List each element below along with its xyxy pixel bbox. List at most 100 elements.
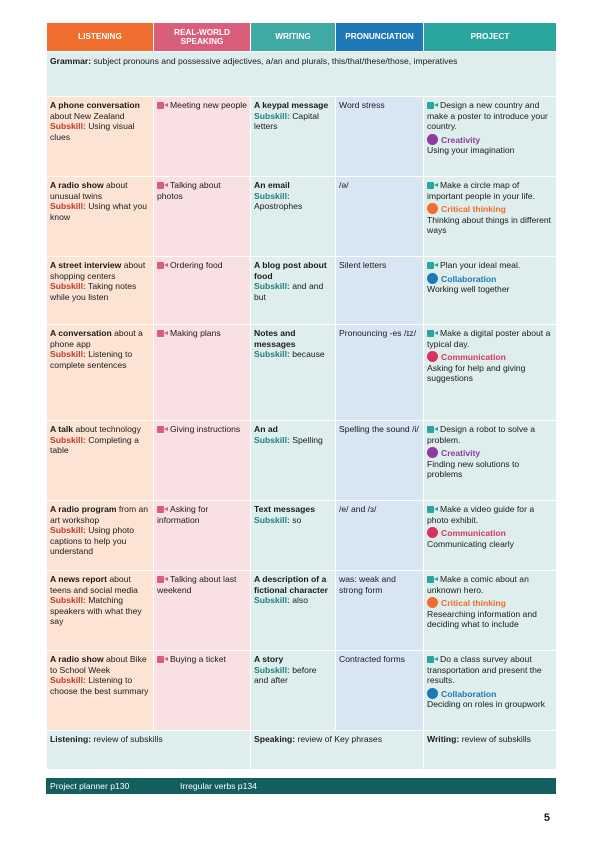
writing-cell: An email Subskill: Apostrophes	[250, 176, 336, 257]
writing-subskill: Apostrophes	[254, 201, 303, 212]
subskill-label: Subskill:	[50, 121, 86, 132]
writing-title: A description of a fictional character	[254, 574, 329, 595]
review-row: Listening: review of subskills Speaking: …	[46, 730, 557, 770]
writing-subskill: because	[289, 349, 325, 360]
review-speaking-label: Speaking:	[254, 734, 296, 744]
skill-tag: Collaboration	[427, 272, 553, 285]
listening-subskill: Using photo captions to help you underst…	[50, 525, 135, 557]
listening-title: A talk	[50, 424, 74, 434]
footer-project-planner[interactable]: Project planner p130	[50, 781, 130, 791]
speaking-text: Talking about last weekend	[157, 574, 237, 595]
video-camera-icon	[427, 182, 438, 189]
skill-label: Collaboration	[441, 688, 497, 699]
review-writing-text: review of subskills	[459, 734, 531, 744]
subskill-label: Subskill:	[254, 281, 290, 292]
header-row: LISTENING REAL-WORLD SPEAKING WRITING PR…	[46, 22, 557, 52]
listening-subskill: Taking notes while you listen	[50, 281, 137, 302]
project-cell: Design a new country and make a poster t…	[423, 96, 557, 177]
skill-label: Creativity	[441, 448, 481, 459]
speaking-cell: Making plans	[153, 324, 251, 421]
video-camera-icon	[427, 330, 438, 337]
table-row: A news report about teens and social med…	[46, 570, 557, 651]
pronunciation-cell: /ə/	[335, 176, 424, 257]
skill-badge-icon	[427, 133, 438, 145]
listening-subskill: Matching speakers with what they say	[50, 595, 142, 627]
writing-subskill: Capital letters	[254, 110, 319, 132]
pronunciation-cell: was: weak and strong form	[335, 570, 424, 651]
table-row: A radio show about Bike to School Week Su…	[46, 650, 557, 731]
review-listening-label: Listening:	[50, 734, 92, 744]
video-camera-icon	[157, 426, 168, 433]
listening-title: A phone conversation	[50, 100, 140, 110]
project-cell: Make a comic about an unknown hero. Criti…	[423, 570, 557, 651]
subskill-label: Subskill:	[254, 595, 290, 606]
project-skill-description: Thinking about things in different ways	[427, 214, 552, 236]
speaking-text: Talking about photos	[157, 180, 221, 201]
skill-badge-icon	[427, 597, 438, 609]
syllabus-table: LISTENING REAL-WORLD SPEAKING WRITING PR…	[46, 22, 557, 770]
page-number: 5	[543, 812, 550, 824]
video-camera-icon	[157, 330, 168, 337]
listening-subskill: Completing a table	[50, 434, 139, 456]
skill-tag: Communication	[427, 351, 553, 363]
skill-label: Collaboration	[441, 273, 497, 284]
speaking-cell: Talking about last weekend	[153, 570, 251, 651]
speaking-text: Ordering food	[170, 260, 223, 270]
grammar-label: Grammar:	[50, 56, 92, 66]
grammar-row: Grammar: subject pronouns and possessive…	[46, 51, 557, 97]
table-row: A phone conversation about New Zealand Su…	[46, 96, 557, 177]
table-row: A conversation about a phone app Subskill…	[46, 324, 557, 421]
video-camera-icon	[157, 656, 168, 663]
table-row: A street interview about shopping center…	[46, 256, 557, 325]
pronunciation-cell: /e/ and /ɜ/	[335, 500, 424, 571]
writing-title: An ad	[254, 424, 278, 434]
writing-cell: A story Subskill: before and after	[250, 650, 336, 731]
pronunciation-text: Pronouncing -es /ɪz/	[339, 328, 417, 338]
skill-label: Creativity	[441, 134, 481, 145]
listening-topic: about a phone app	[50, 328, 143, 349]
writing-title: A keypal message	[254, 100, 329, 110]
footer-irregular-verbs[interactable]: Irregular verbs p134	[180, 781, 257, 791]
project-skill-description: Deciding on roles in groupwork	[427, 699, 545, 710]
grammar-cell: Grammar: subject pronouns and possessive…	[46, 51, 557, 97]
listening-subskill: Using visual clues	[50, 121, 135, 142]
review-writing-label: Writing:	[427, 734, 460, 744]
review-writing: Writing: review of subskills	[423, 730, 557, 770]
skill-label: Critical thinking	[441, 204, 506, 215]
project-skill-description: Using your imagination	[427, 145, 515, 156]
project-task: Plan your ideal meal.	[440, 260, 521, 270]
subskill-label: Subskill:	[50, 201, 86, 212]
listening-title: A radio show	[50, 180, 104, 190]
subskill-label: Subskill:	[50, 434, 86, 445]
syllabus-table-wrapper: LISTENING REAL-WORLD SPEAKING WRITING PR…	[46, 22, 557, 770]
project-task: Make a digital poster about a typical da…	[427, 328, 551, 349]
project-task: Make a circle map of important people in…	[427, 180, 535, 201]
speaking-text: Buying a ticket	[170, 654, 226, 664]
header-speaking-label: REAL-WORLD SPEAKING	[174, 27, 230, 47]
project-skill-description: Communicating clearly	[427, 538, 514, 549]
skill-badge-icon	[427, 203, 438, 215]
skill-tag: Creativity	[427, 447, 553, 459]
project-skill-description: Asking for help and giving suggestions	[427, 362, 526, 384]
listening-cell: A talk about technology Subskill: Complet…	[46, 420, 154, 501]
table-row: A talk about technology Subskill: Complet…	[46, 420, 557, 501]
writing-cell: An ad Subskill: Spelling	[250, 420, 336, 501]
pronunciation-cell: Pronouncing -es /ɪz/	[335, 324, 424, 421]
subskill-label: Subskill:	[50, 281, 86, 292]
pronunciation-text: Spelling the sound /i/	[339, 424, 419, 434]
speaking-cell: Giving instructions	[153, 420, 251, 501]
speaking-cell: Ordering food	[153, 256, 251, 325]
listening-topic: about shopping centers	[50, 260, 146, 281]
skill-badge-icon	[427, 687, 438, 699]
video-camera-icon	[427, 262, 438, 269]
header-speaking: REAL-WORLD SPEAKING	[153, 22, 251, 52]
video-camera-icon	[157, 182, 168, 189]
review-listening: Listening: review of subskills	[46, 730, 251, 770]
pronunciation-text: Contracted forms	[339, 654, 405, 664]
speaking-cell: Meeting new people	[153, 96, 251, 177]
subskill-label: Subskill:	[50, 349, 86, 360]
listening-topic: about New Zealand	[50, 110, 125, 121]
listening-title: A conversation	[50, 328, 112, 338]
speaking-cell: Asking for information	[153, 500, 251, 571]
writing-subskill: Spelling	[289, 434, 323, 445]
